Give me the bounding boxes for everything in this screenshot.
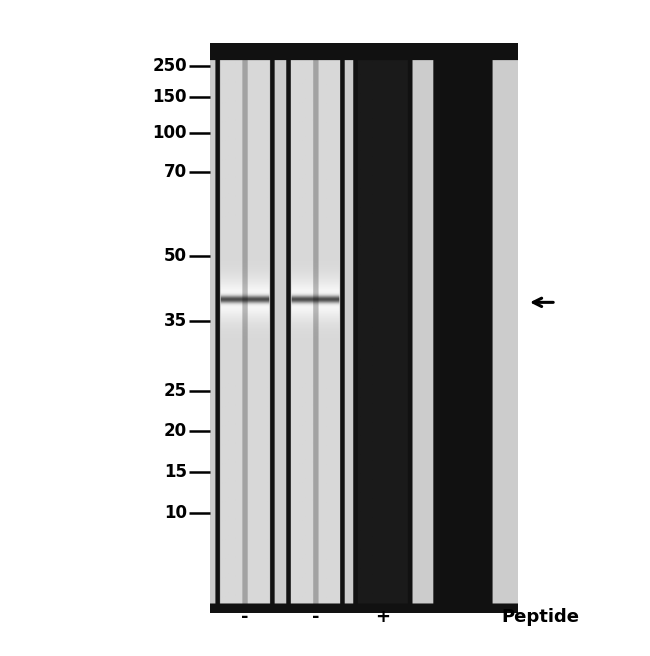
Text: 15: 15 [164,463,187,482]
Text: -: - [241,608,248,626]
Text: 250: 250 [152,57,187,75]
Text: 150: 150 [153,88,187,106]
Text: 20: 20 [164,422,187,440]
Text: +: + [375,608,390,626]
Text: 10: 10 [164,504,187,522]
Text: -: - [311,608,319,626]
Text: 100: 100 [153,123,187,142]
Text: 50: 50 [164,247,187,264]
Text: 70: 70 [164,163,187,182]
Text: 25: 25 [164,382,187,400]
Text: Peptide: Peptide [501,608,579,626]
Text: 35: 35 [164,312,187,329]
